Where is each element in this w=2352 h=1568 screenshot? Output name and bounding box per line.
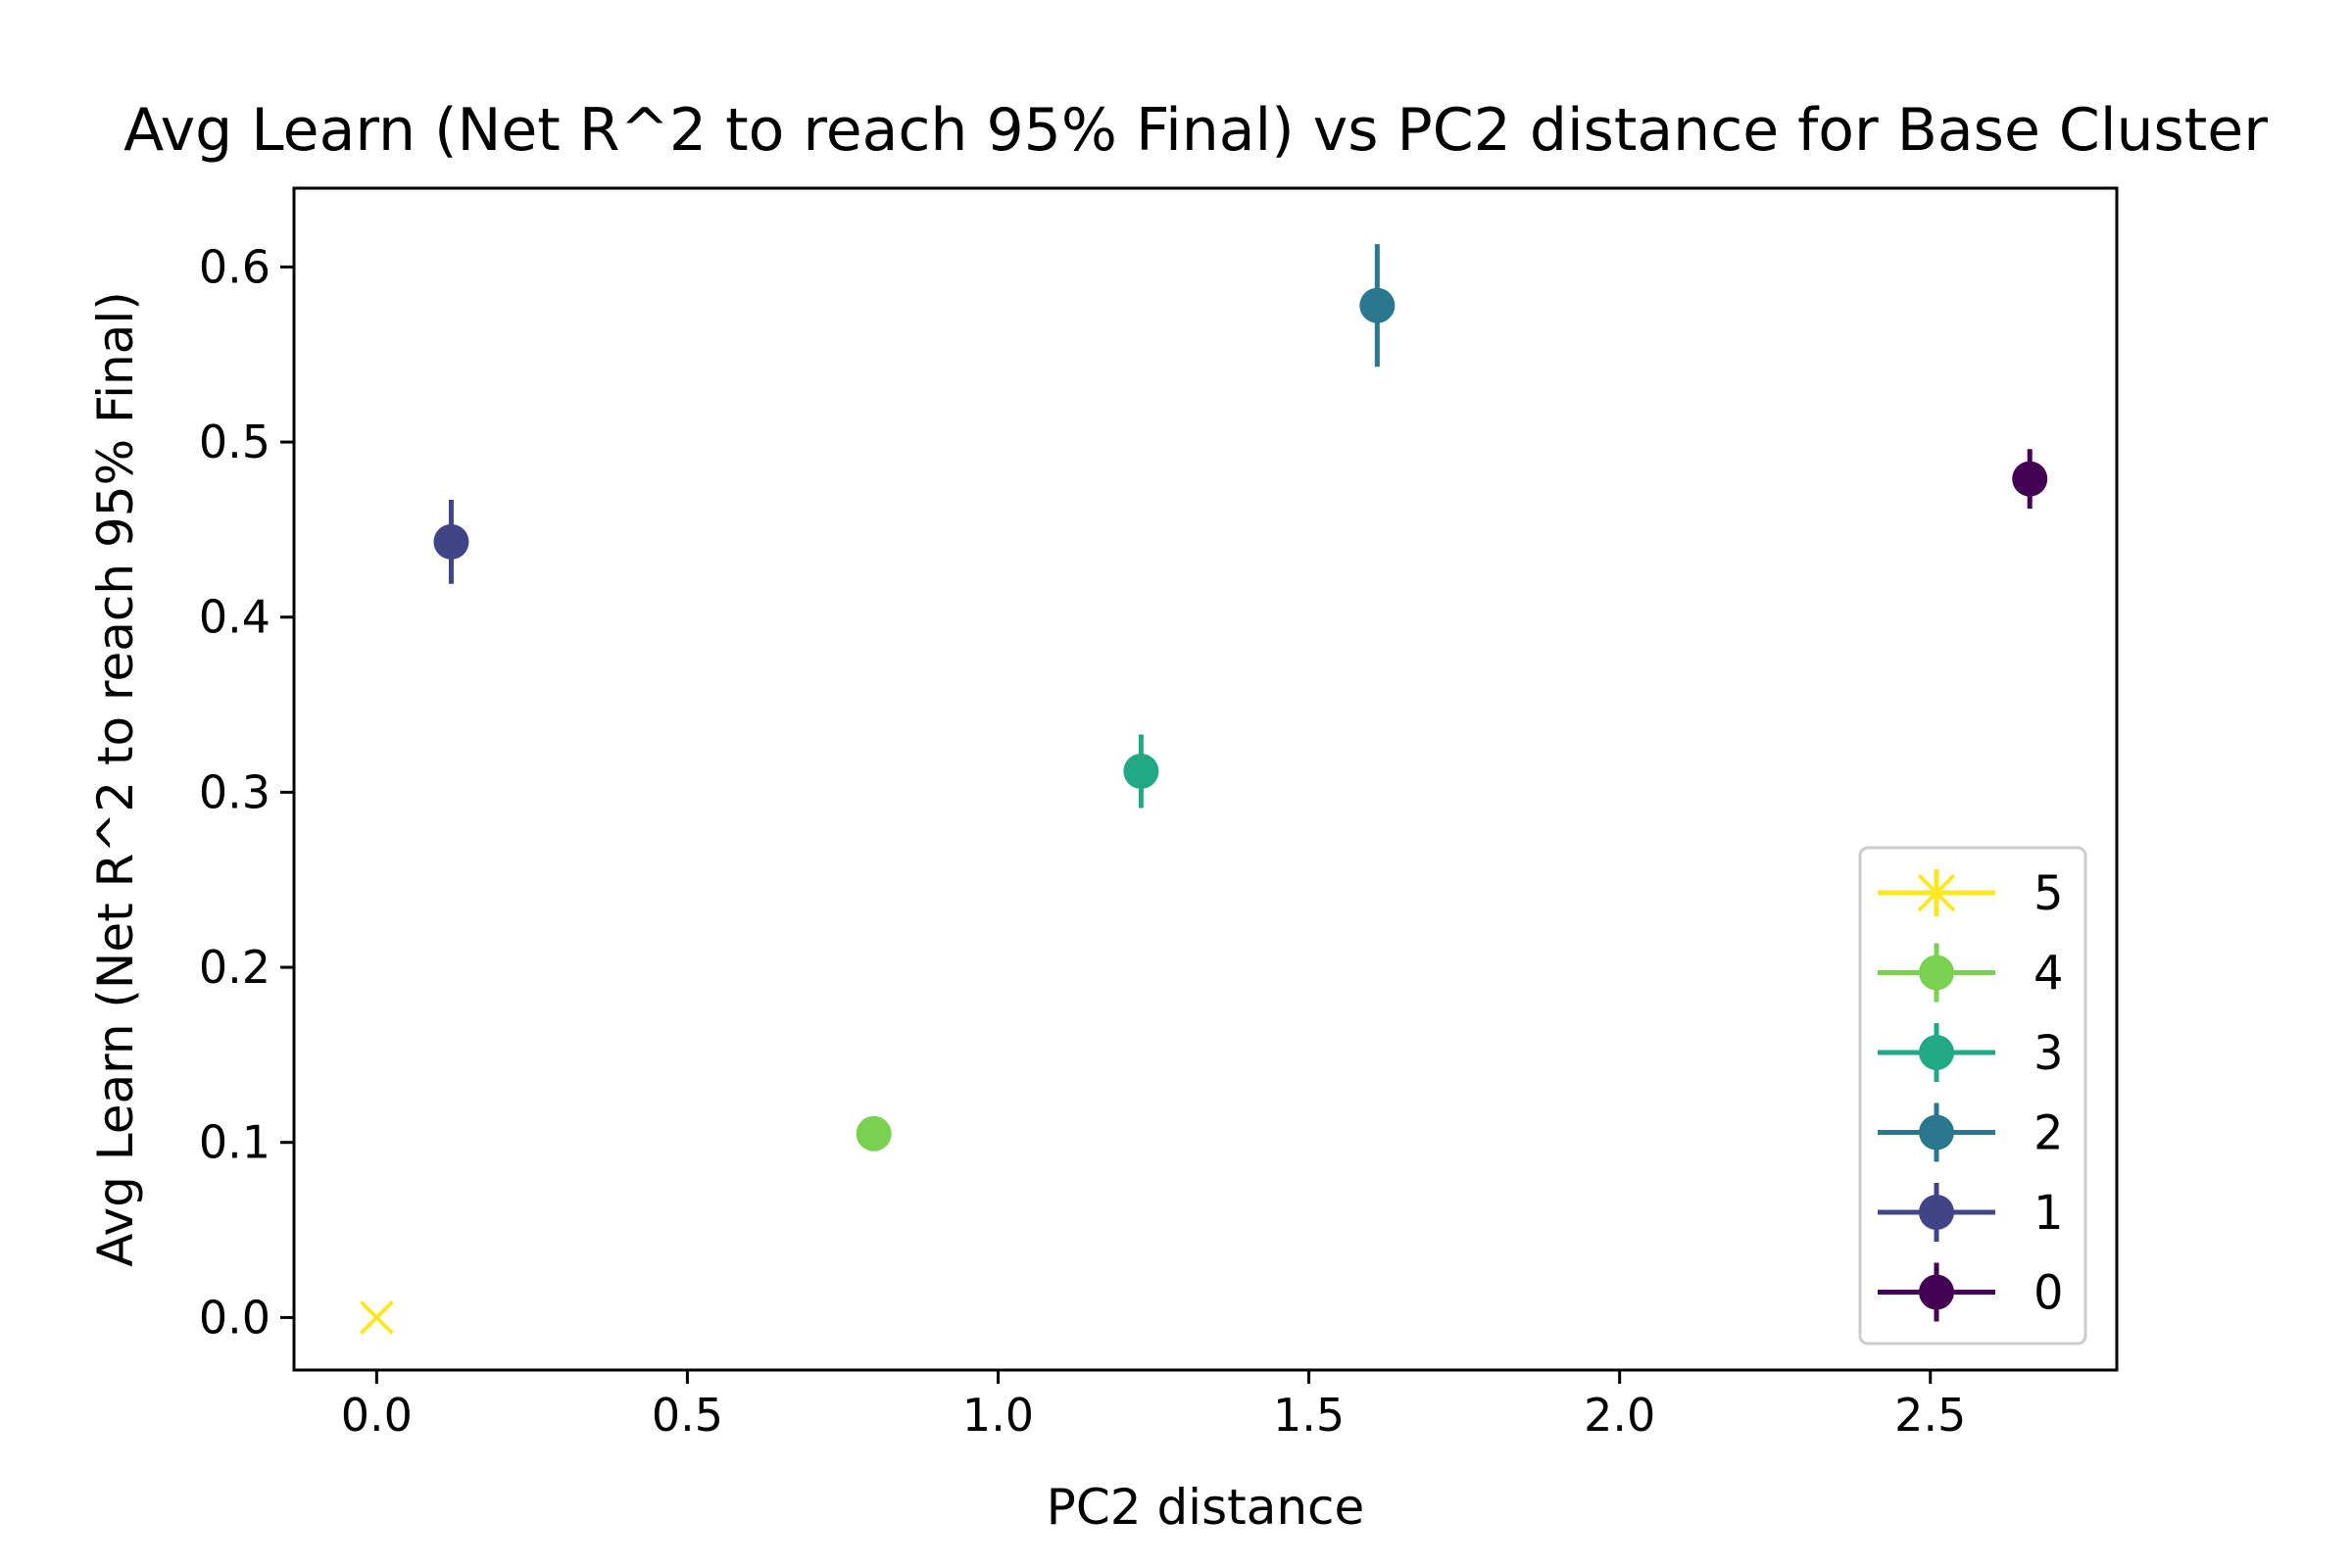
x-tick-label: 1.0 xyxy=(962,1389,1034,1442)
chart-title: Avg Learn (Net R^2 to reach 95% Final) v… xyxy=(123,96,2268,165)
x-tick-label: 2.5 xyxy=(1894,1389,1966,1442)
legend-item-1: 1 xyxy=(1878,1183,2064,1242)
series-0-marker xyxy=(2012,461,2048,497)
series-5-point xyxy=(359,1299,394,1335)
y-tick-label: 0.0 xyxy=(199,1291,270,1344)
x-tick-label: 0.0 xyxy=(341,1389,413,1442)
legend-item-2: 2 xyxy=(1878,1102,2064,1162)
legend-item-3: 3 xyxy=(1878,1023,2064,1082)
series-4-point xyxy=(856,1115,892,1152)
series-3-marker xyxy=(1123,753,1159,789)
legend-label: 2 xyxy=(2034,1106,2064,1161)
y-tick-label: 0.5 xyxy=(199,416,270,468)
legend: 5 4 3 2 1 0 xyxy=(1858,846,2087,1346)
legend-item-4: 4 xyxy=(1878,943,2064,1003)
series-2-marker xyxy=(1359,287,1396,323)
y-tick-label: 0.3 xyxy=(199,765,270,818)
x-tick-label: 2.0 xyxy=(1584,1389,1655,1442)
y-tick-label: 0.2 xyxy=(199,941,270,994)
x-tick-label: 1.5 xyxy=(1273,1389,1345,1442)
series-3-point xyxy=(1123,734,1159,808)
series-1-marker xyxy=(433,523,469,560)
legend-marker xyxy=(1919,1035,1954,1070)
series-5-marker xyxy=(359,1299,394,1335)
series-1-point xyxy=(433,500,469,584)
x-axis-ticks: 0.0 0.5 1.0 1.5 2.0 2.5 xyxy=(341,1370,1966,1442)
series-0-point xyxy=(2012,449,2048,509)
y-tick-label: 0.4 xyxy=(199,591,270,644)
legend-label: 3 xyxy=(2034,1026,2064,1081)
legend-label: 4 xyxy=(2034,947,2064,1002)
y-axis-ticks: 0.0 0.1 0.2 0.3 0.4 0.5 0.6 xyxy=(199,240,294,1344)
y-tick-label: 0.1 xyxy=(199,1116,270,1169)
y-axis-label: Avg Learn (Net R^2 to reach 95% Final) xyxy=(87,291,144,1266)
plot-area-frame xyxy=(292,186,2119,1372)
legend-label: 5 xyxy=(2034,866,2064,921)
legend-item-5: 5 xyxy=(1878,866,2064,921)
legend-marker xyxy=(1919,955,1954,991)
legend-marker xyxy=(1919,1114,1954,1151)
legend-marker xyxy=(1919,1195,1954,1230)
y-tick-label: 0.6 xyxy=(199,240,270,293)
legend-item-0: 0 xyxy=(1878,1262,2064,1322)
series-4-marker xyxy=(856,1115,892,1152)
x-axis-label: PC2 distance xyxy=(1047,1479,1365,1536)
data-marks xyxy=(359,244,2048,1335)
series-2-point xyxy=(1359,244,1396,368)
legend-marker xyxy=(1919,1274,1954,1310)
legend-label: 0 xyxy=(2034,1266,2064,1321)
legend-label: 1 xyxy=(2034,1186,2064,1241)
x-tick-label: 0.5 xyxy=(652,1389,723,1442)
